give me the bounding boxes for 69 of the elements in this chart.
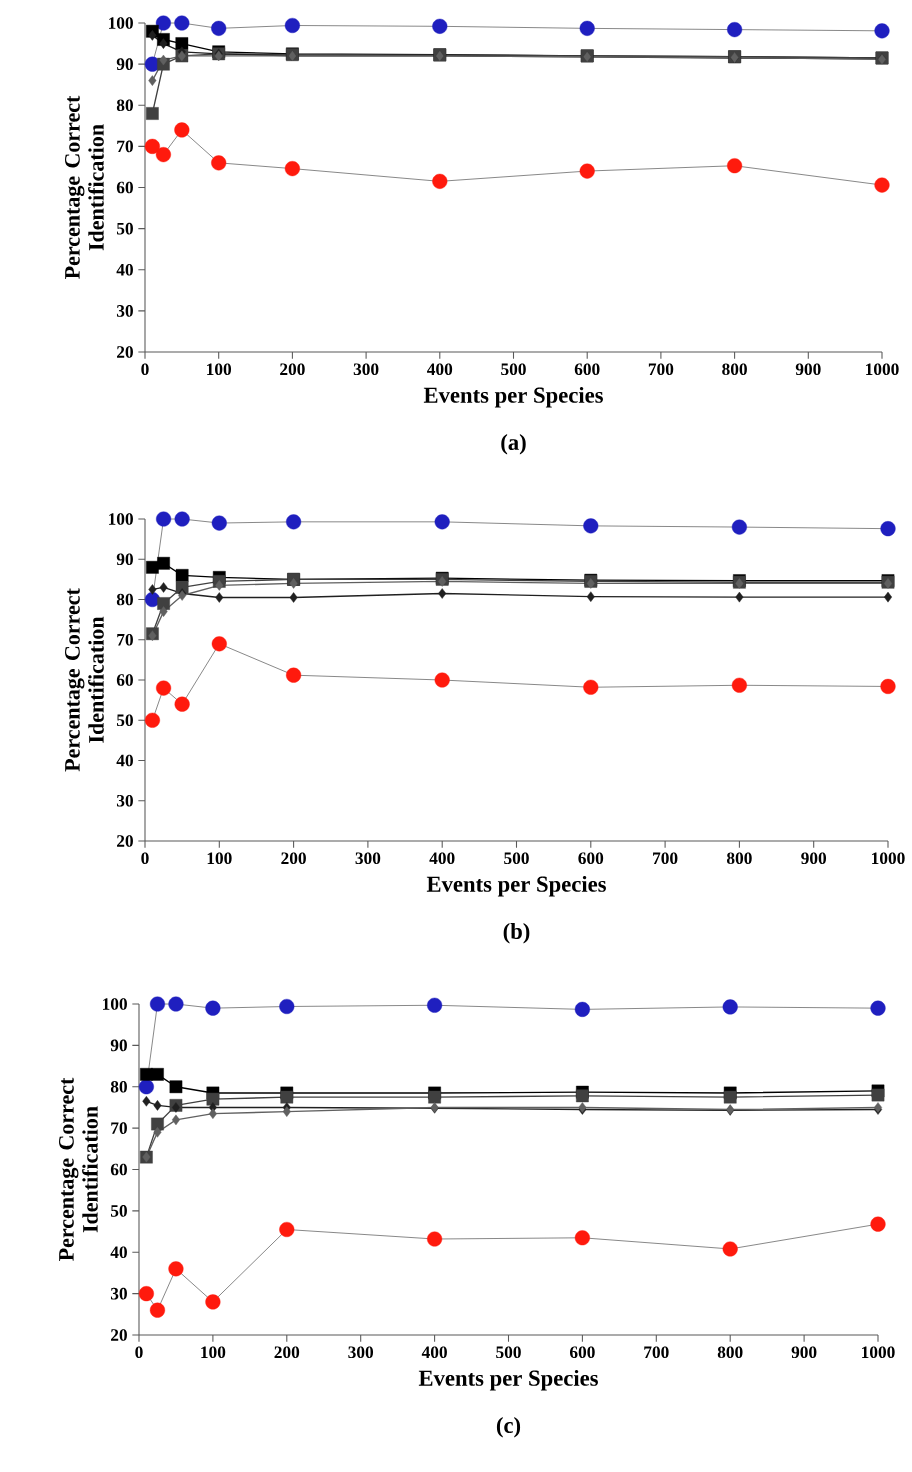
y-tick-label: 50	[116, 222, 133, 235]
x-tick-label: 900	[791, 1346, 817, 1359]
y-tick-label: 40	[116, 754, 133, 767]
y-axis-title: Percentage Correct Identification	[65, 95, 104, 279]
y-tick-label: 70	[117, 140, 133, 153]
y-axis-title: Percentage Correct Identification	[59, 1077, 98, 1261]
y-tick-label: 60	[110, 1163, 127, 1176]
x-tick-label: 0	[141, 852, 149, 865]
y-tick-label: 30	[110, 1287, 127, 1300]
x-tick-label: 700	[648, 363, 674, 376]
x-axis-title: Events per Species	[423, 386, 603, 408]
text: (a)	[501, 434, 526, 455]
y-tick-label: 70	[117, 633, 133, 646]
x-tick-label: 1000	[866, 363, 899, 376]
y-tick-label: 90	[116, 553, 133, 566]
y-tick-label: 80	[116, 99, 133, 112]
y-tick-label: 100	[103, 998, 127, 1010]
x-tick-label: 1000	[862, 1346, 895, 1359]
x-tick-label: 600	[578, 852, 604, 865]
y-tick-label: 100	[109, 513, 133, 525]
x-tick-label: 900	[795, 363, 821, 376]
x-tick-label: 400	[421, 1346, 447, 1359]
x-tick-label: 900	[801, 852, 827, 865]
y-tick-label: 90	[110, 1039, 127, 1052]
x-tick-label: 100	[207, 363, 232, 376]
x-tick-label: 100	[201, 1346, 226, 1359]
x-tick-label: 1000	[872, 852, 905, 865]
y-tick-label: 60	[116, 674, 133, 686]
y-tick-label: 20	[117, 835, 133, 847]
y-tick-label: 20	[111, 1329, 127, 1341]
x-tick-label: 500	[496, 1346, 521, 1359]
x-tick-label: 0	[135, 1346, 143, 1359]
x-axis-title: Events per Species	[418, 1369, 598, 1391]
y-tick-label: 100	[109, 17, 133, 29]
y-axis-title: Percentage Correct Identification	[65, 588, 104, 772]
x-tick-label: 400	[429, 852, 455, 865]
text: (c)	[496, 1417, 521, 1438]
y-tick-label: 40	[116, 263, 133, 276]
x-tick-label: 800	[717, 1346, 743, 1359]
x-tick-label: 600	[574, 363, 600, 376]
x-tick-label: 500	[504, 852, 529, 865]
y-tick-label: 40	[110, 1246, 127, 1259]
y-tick-label: 80	[116, 593, 133, 606]
y-tick-label: 90	[116, 58, 133, 70]
y-tick-label: 50	[116, 714, 133, 727]
x-tick-label: 300	[353, 363, 379, 376]
y-tick-label: 80	[110, 1080, 127, 1093]
y-tick-label: 70	[111, 1122, 127, 1134]
y-tick-label: 30	[116, 305, 133, 317]
x-tick-label: 800	[726, 852, 752, 865]
x-tick-label: 600	[569, 1346, 595, 1359]
x-tick-label: 700	[644, 1346, 669, 1359]
x-tick-label: 700	[653, 852, 678, 865]
x-axis-title: Events per Species	[426, 875, 606, 897]
x-tick-label: 200	[274, 1346, 300, 1359]
x-tick-label: 800	[722, 363, 747, 376]
x-tick-label: 100	[207, 852, 232, 865]
y-tick-label: 20	[117, 346, 133, 358]
x-tick-label: 300	[355, 852, 381, 865]
x-tick-label: 500	[501, 363, 526, 376]
x-tick-label: 300	[348, 1346, 374, 1359]
x-tick-label: 200	[281, 852, 306, 865]
y-tick-label: 50	[110, 1205, 127, 1217]
x-tick-label: 400	[427, 363, 453, 376]
x-tick-label: 0	[141, 363, 149, 376]
y-tick-label: 60	[116, 181, 133, 194]
text: (b)	[503, 923, 530, 944]
x-tick-label: 200	[280, 363, 305, 376]
y-tick-label: 30	[116, 794, 133, 807]
